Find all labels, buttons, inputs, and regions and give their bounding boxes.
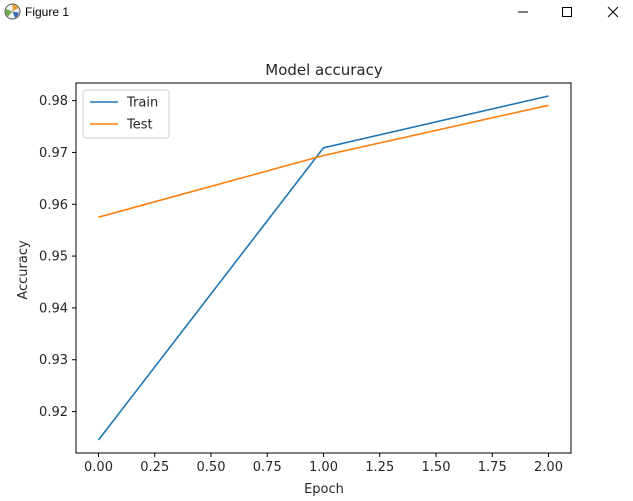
y-axis-label: Accuracy [16, 240, 31, 300]
x-tick-label: 0.00 [84, 460, 113, 475]
close-icon [607, 6, 619, 18]
y-tick-label: 0.94 [39, 301, 68, 316]
legend: Train Test [82, 89, 170, 139]
y-tick-label: 0.98 [39, 94, 68, 109]
window-titlebar: Figure 1 [0, 0, 633, 24]
maximize-button[interactable] [544, 0, 590, 24]
y-tick-label: 0.96 [39, 198, 68, 213]
x-tick-label: 0.75 [253, 460, 282, 475]
close-button[interactable] [590, 0, 633, 24]
legend-label-train: Train [126, 96, 158, 111]
chart-title: Model accuracy [265, 61, 383, 79]
matplotlib-figure-icon [4, 3, 21, 20]
x-tick-label: 0.50 [197, 460, 226, 475]
y-tick-label: 0.93 [39, 353, 68, 368]
plot-marks [97, 95, 549, 441]
series-line-train [97, 95, 549, 441]
y-tick-label: 0.95 [39, 250, 68, 265]
x-tick-label: 1.25 [365, 460, 394, 475]
window-title: Figure 1 [25, 5, 70, 19]
minimize-icon [518, 11, 528, 13]
minimize-button[interactable] [500, 0, 546, 24]
series-line-test [98, 104, 549, 218]
y-axis-ticks: 0.92 0.93 0.94 0.95 0.96 0.97 0.98 [39, 94, 76, 420]
maximize-icon [562, 7, 572, 17]
x-tick-label: 1.00 [309, 460, 338, 475]
x-axis-ticks: 0.00 0.25 0.50 0.75 1.00 1.25 1.50 1.75 2.00 [84, 453, 563, 475]
y-tick-label: 0.97 [39, 146, 68, 161]
accuracy-line-chart: 0.00 0.25 0.50 0.75 1.00 1.25 1.50 1.75 2.00 0.9… [16, 61, 572, 497]
legend-label-test: Test [126, 118, 153, 133]
y-tick-label: 0.92 [39, 405, 68, 420]
x-tick-label: 1.50 [422, 460, 451, 475]
x-tick-label: 1.75 [478, 460, 507, 475]
x-axis-label: Epoch [304, 482, 344, 497]
x-tick-label: 2.00 [534, 460, 563, 475]
x-tick-label: 0.25 [140, 460, 169, 475]
